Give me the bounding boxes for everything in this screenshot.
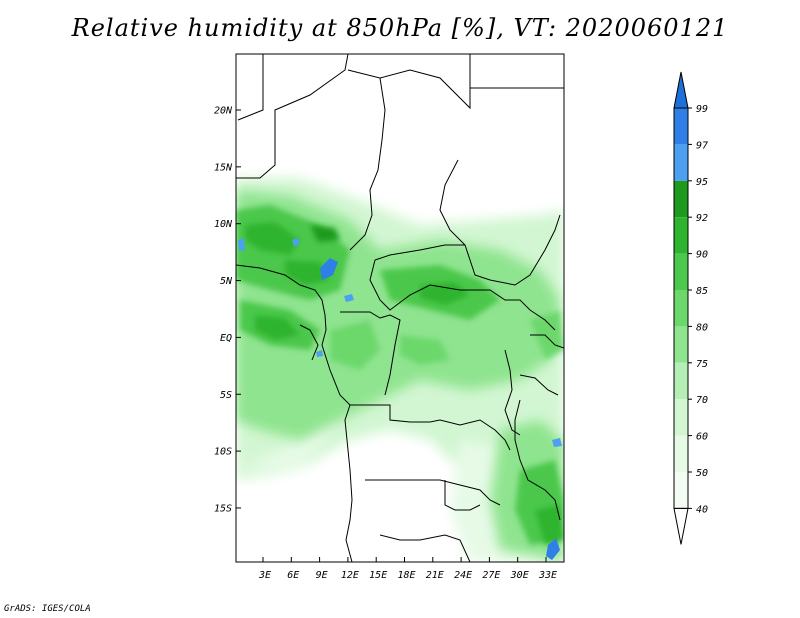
map-frame: [235, 53, 565, 563]
lat-tick-label: 15N: [214, 162, 233, 173]
colorbar-swatch: [674, 362, 688, 400]
grads-credit: GrADS: IGES/COLA: [4, 604, 91, 614]
lat-tick-label: 5N: [220, 276, 233, 287]
colorbar-swatch: [674, 326, 688, 363]
lon-tick-label: 15E: [369, 570, 387, 581]
lon-tick-label: 18E: [397, 570, 415, 581]
lat-tick-label: 10N: [214, 219, 233, 230]
lon-tick-label: 21E: [426, 570, 444, 581]
colorbar-label: 75: [696, 359, 708, 370]
colorbar-swatch: [674, 472, 688, 509]
colorbar-label: 70: [696, 395, 708, 406]
colorbar-label: 97: [696, 140, 708, 151]
colorbar-swatch: [674, 108, 688, 145]
colorbar-label: 85: [696, 286, 708, 297]
colorbar-swatch: [674, 435, 688, 472]
lon-tick-label: 6E: [287, 570, 299, 581]
lon-tick-label: 24E: [454, 570, 472, 581]
colorbar-swatch: [674, 399, 688, 436]
lon-tick-label: 12E: [341, 570, 359, 581]
lon-tick-label: 9E: [316, 570, 328, 581]
colorbar-label: 99: [696, 104, 708, 115]
colorbar-swatch: [674, 290, 688, 327]
colorbar-legend: 99 97 95 92 90 85 80 75 70 60 50 40: [673, 71, 708, 545]
colorbar-label: 80: [696, 322, 708, 333]
humidity-field: [236, 54, 564, 562]
lon-tick-label: 33E: [538, 570, 557, 581]
colorbar-label: 92: [696, 213, 708, 224]
lat-tick-label: 10S: [214, 447, 232, 458]
colorbar-label: 50: [696, 468, 708, 479]
colorbar-bottom-arrow: [673, 507, 689, 545]
colorbar-label: 40: [696, 504, 708, 515]
colorbar-label: 90: [696, 250, 708, 261]
lon-tick-label: 30E: [510, 570, 529, 581]
map-title: Relative humidity at 850hPa [%], VT: 202…: [71, 14, 729, 42]
lon-tick-label: 3E: [258, 570, 271, 581]
longitude-axis: 3E 6E 9E 12E 15E 18E 21E 24E 27E 30E 33E: [258, 557, 557, 581]
colorbar-swatch: [674, 253, 688, 290]
colorbar-frame: [673, 107, 689, 509]
colorbar-swatch: [674, 217, 688, 254]
lat-tick-label: 15S: [214, 503, 232, 514]
colorbar-swatch: [674, 144, 688, 181]
lat-tick-label: 20N: [214, 106, 233, 117]
lat-tick-label: EQ: [220, 333, 232, 344]
colorbar-top-arrow: [673, 71, 689, 109]
latitude-axis: 20N 15N 10N 5N EQ 5S 10S 15S: [214, 106, 241, 514]
lat-tick-label: 5S: [220, 390, 232, 401]
colorbar-label: 95: [696, 177, 708, 188]
lon-tick-label: 27E: [482, 570, 500, 581]
colorbar-swatch: [674, 180, 688, 218]
colorbar-label: 60: [696, 432, 708, 443]
